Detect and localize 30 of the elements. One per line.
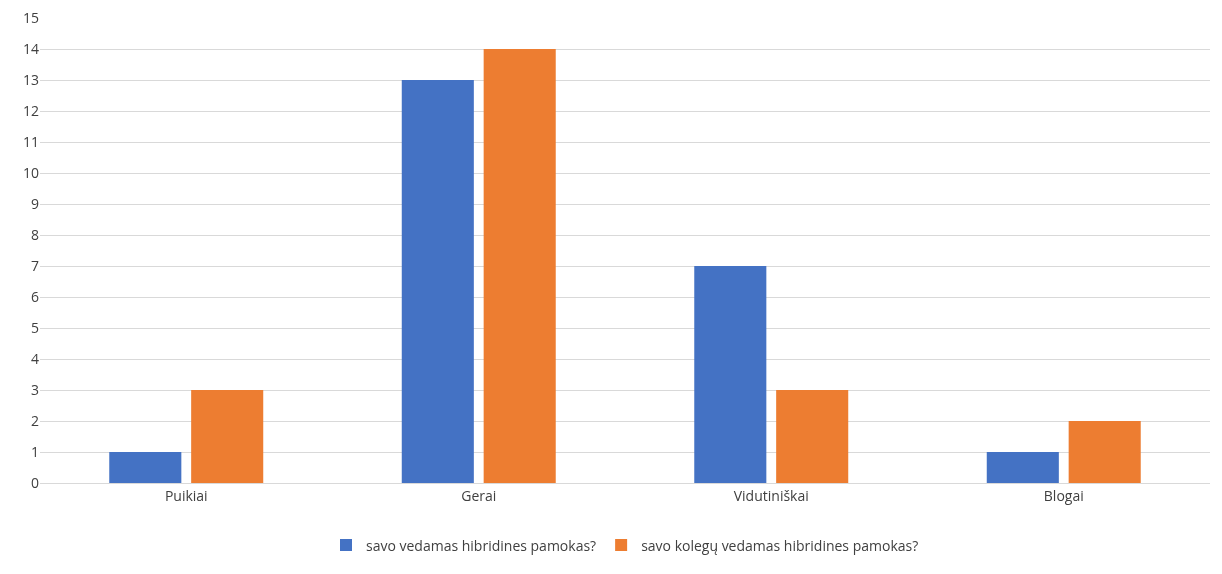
y-tick-label: 6: [30, 286, 39, 306]
y-tick-label: 10: [22, 162, 39, 182]
x-tick-label: Puikiai: [164, 485, 208, 505]
y-tick-label: 8: [30, 224, 39, 244]
bar: [986, 452, 1059, 483]
legend-label: savo kolegų vedamas hibridines pamokas?: [641, 535, 919, 555]
y-tick-label: 15: [22, 7, 39, 27]
legend-label: savo vedamas hibridines pamokas?: [366, 535, 597, 555]
bar: [401, 80, 474, 483]
x-tick-label: Blogai: [1043, 485, 1084, 505]
y-tick-label: 11: [22, 131, 39, 151]
y-tick-label: 12: [22, 100, 39, 120]
bar: [191, 390, 264, 483]
y-tick-label: 2: [30, 410, 39, 430]
y-tick-label: 1: [30, 441, 39, 461]
bar: [483, 49, 556, 483]
y-tick-label: 0: [30, 472, 39, 492]
x-tick-label: Vidutiniškai: [733, 485, 809, 505]
y-tick-label: 4: [30, 348, 39, 368]
bar: [109, 452, 182, 483]
y-tick-label: 9: [30, 193, 39, 213]
y-tick-label: 14: [22, 38, 39, 58]
y-tick-label: 13: [22, 69, 39, 89]
bar: [694, 266, 767, 483]
y-tick-label: 3: [30, 379, 39, 399]
bar: [1068, 421, 1141, 483]
bar: [776, 390, 849, 483]
y-tick-label: 5: [30, 317, 39, 337]
y-tick-label: 7: [30, 255, 39, 275]
x-tick-label: Gerai: [461, 485, 497, 505]
